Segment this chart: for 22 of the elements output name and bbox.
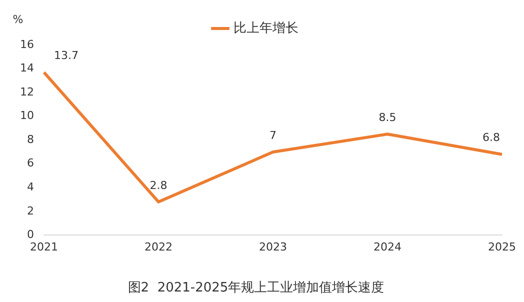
data-label: 8.5 [378, 111, 396, 124]
data-label: 7 [270, 128, 276, 142]
y-tick-label: 14 [20, 62, 34, 75]
x-tick-label: 2021 [30, 240, 58, 254]
x-tick-label: 2023 [259, 240, 287, 254]
y-tick-label: 2 [26, 204, 34, 218]
data-label: 13.7 [54, 49, 78, 62]
y-tick-label: 6 [26, 156, 34, 170]
y-tick-label: 10 [20, 109, 34, 122]
data-label: 6.8 [482, 131, 500, 144]
y-tick-label: 16 [20, 38, 34, 51]
y-tick-label: 12 [20, 85, 34, 98]
y-axis-title: % [12, 12, 24, 26]
x-tick-label: 2025 [488, 240, 516, 254]
x-tick-label: 2024 [374, 240, 402, 254]
legend-label: 比上年增长 [233, 20, 298, 36]
data-label: 2.8 [150, 178, 168, 192]
text: 图2 2021-2025年规上工业增加值增长速度 [128, 280, 384, 296]
y-tick-label: 8 [26, 132, 34, 146]
y-tick-label: 4 [26, 180, 34, 194]
y-tick-label: 0 [26, 228, 34, 242]
x-tick-label: 2022 [144, 240, 172, 254]
